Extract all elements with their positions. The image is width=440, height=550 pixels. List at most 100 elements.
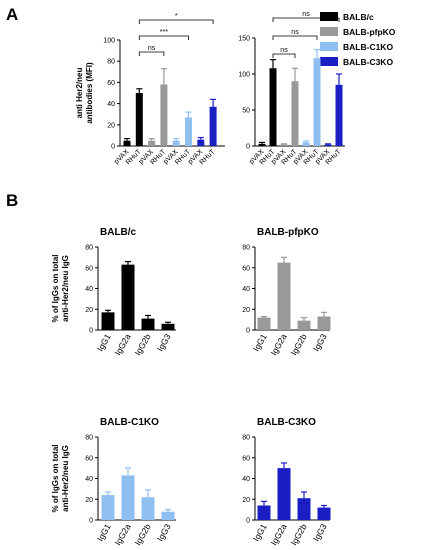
y-axis-label: % of IgGs on totalanti-Her2/neu IgG [51,255,70,323]
legend-label-0: BALB/c [343,12,374,22]
y-axis-label-line: % of IgGs on total [51,255,60,323]
panel-b-label: B [6,191,18,210]
y-axis-label: % of IgGs on totalanti-Her2/neu IgG [51,445,70,513]
significance-label: ns [280,47,288,54]
bar [123,140,131,146]
chart-title: BALB-pfpKO [257,227,319,238]
legend-swatch-0 [320,12,338,21]
y-tick-label: 150 [238,36,250,43]
y-tick-label: 100 [238,72,250,79]
bar [197,139,205,146]
bar [209,106,217,146]
y-tick-label: 60 [242,455,250,462]
legend-swatch-2 [320,42,338,51]
bar [291,81,299,146]
x-tick-label: IgG3 [311,522,329,543]
y-axis-label-line: anti-Her2/neu IgG [61,445,70,512]
bar [121,475,135,520]
bar [185,117,192,146]
bar [324,144,332,146]
x-tick-label: IgG1 [95,522,113,543]
chart-2: 0 20 40 60 80 IgG1 IgG2a IgG2b IgG3 BALB/c % of Ig… [51,227,176,357]
y-axis-label: anti Her2/neuantibodies (MFI) [75,62,94,124]
y-tick-label: 20 [242,497,250,504]
y-tick-label: 0 [246,518,250,525]
y-tick-label: 0 [89,328,93,335]
bar [160,84,168,146]
y-axis-label-line: antibodies (MFI) [85,62,94,124]
chart-0: 020406080100pVAXRHuTpVAXRHuTpVAXRHuTpVAX… [75,13,225,166]
bar [280,144,288,146]
y-axis-label-line: anti Her2/neu [75,68,84,119]
bar [317,316,331,330]
bar [257,505,271,520]
bar [135,93,143,146]
y-tick-label: 80 [85,245,93,252]
significance-bracket [138,19,214,24]
y-tick-label: 60 [85,265,93,272]
x-tick-label: IgG1 [95,332,113,353]
y-tick-label: 0 [111,144,115,151]
bar [258,143,266,146]
bar [297,498,311,520]
bar [335,84,343,146]
x-tick-label: IgG3 [155,522,173,543]
x-tick-label: IgG2a [268,522,288,547]
bar [161,511,175,520]
bar [161,323,175,330]
significance-label: * [175,13,178,20]
significance-bracket [272,35,318,40]
significance-bracket [138,35,189,40]
bar [121,264,135,330]
y-tick-label: 60 [85,455,93,462]
y-tick-label: 20 [242,307,250,314]
bar [141,497,155,520]
chart-title: BALB-C3KO [257,417,316,428]
legend-label-3: BALB-C3KO [343,57,393,67]
bar [269,68,277,146]
y-tick-label: 0 [246,328,250,335]
bar [172,140,180,146]
x-tick-label: IgG1 [251,332,269,353]
y-tick-label: 60 [107,80,115,87]
x-tick-label: IgG2a [268,332,288,357]
y-tick-label: 50 [242,108,250,115]
bar [277,262,291,330]
significance-label: ns [291,29,299,36]
x-tick-label: IgG2a [112,332,132,357]
y-axis-label-line: anti-Her2/neu IgG [61,255,70,322]
significance-bracket [138,51,165,56]
y-tick-label: 80 [242,245,250,252]
y-tick-label: 40 [107,101,115,108]
legend-swatch-3 [320,57,338,66]
y-tick-label: 80 [107,59,115,66]
y-axis-label-line: % of IgGs on total [51,445,60,513]
y-tick-label: 80 [242,435,250,442]
bar [101,312,115,330]
x-tick-label: IgG2b [132,332,152,357]
panel-a-label: A [6,5,18,24]
x-tick-label: IgG3 [311,332,329,353]
y-tick-label: 40 [85,476,93,483]
y-tick-label: 40 [242,476,250,483]
bar [313,58,321,146]
significance-label: ns [302,11,310,18]
bar [317,507,331,520]
chart-3: 0 20 40 60 80 IgG1 IgG2a IgG2b IgG3 BALB-pfpKO [242,227,331,357]
significance-label: *** [160,29,168,36]
x-tick-label: IgG2b [288,332,308,357]
y-tick-label: 0 [246,144,250,151]
legend-label-2: BALB-C1KO [343,42,393,52]
y-tick-label: 40 [242,286,250,293]
bar [257,317,271,330]
chart-5: 0 20 40 60 80 IgG1 IgG2a IgG2b IgG3 BALB-C3KO [242,417,331,547]
x-tick-label: IgG2b [288,522,308,547]
significance-bracket [272,17,340,22]
bar [141,318,155,330]
bar [297,320,311,330]
y-tick-label: 40 [85,286,93,293]
y-tick-label: 80 [85,435,93,442]
legend-swatch-1 [320,27,338,36]
x-tick-label: IgG3 [155,332,173,353]
